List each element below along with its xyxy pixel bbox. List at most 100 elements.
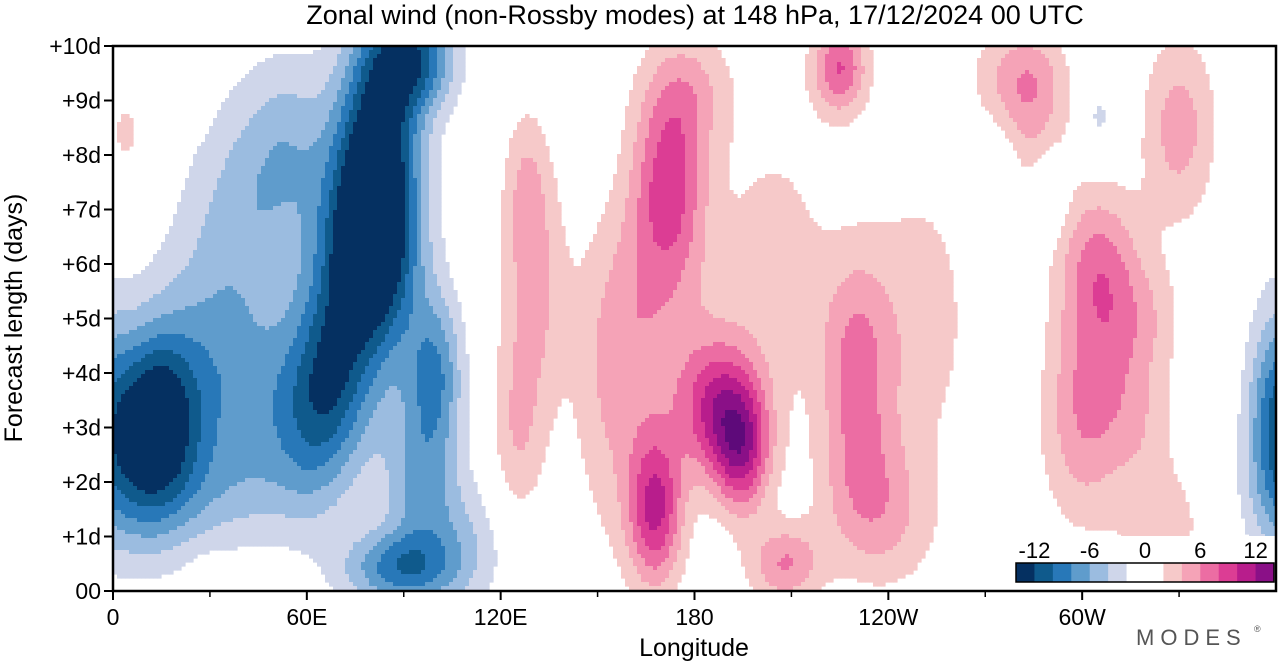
heatmap-cell	[713, 154, 718, 159]
heatmap-cell	[189, 190, 194, 195]
heatmap-cell	[693, 166, 698, 171]
heatmap-cell	[1181, 118, 1186, 123]
heatmap-cell	[337, 190, 342, 195]
heatmap-cell	[197, 154, 202, 159]
heatmap-cell	[693, 138, 698, 143]
heatmap-cell	[709, 118, 714, 123]
heatmap-cell	[1189, 194, 1194, 199]
heatmap-cell	[253, 106, 258, 111]
heatmap-cell	[1005, 118, 1010, 123]
heatmap-cell	[121, 114, 126, 119]
heatmap-cell	[717, 142, 722, 147]
heatmap-cell	[341, 186, 346, 191]
heatmap-cell	[341, 142, 346, 147]
heatmap-cell	[1165, 142, 1170, 147]
heatmap-cell	[653, 54, 658, 59]
heatmap-cell	[441, 126, 446, 131]
heatmap-cell	[361, 118, 366, 123]
heatmap-cell	[1161, 162, 1166, 167]
heatmap-cell	[253, 178, 258, 183]
heatmap-cell	[345, 194, 350, 199]
heatmap-cell	[837, 70, 842, 75]
heatmap-cell	[701, 142, 706, 147]
heatmap-cell	[1169, 194, 1174, 199]
heatmap-cell	[725, 114, 730, 119]
heatmap-cell	[1201, 154, 1206, 159]
heatmap-cell	[729, 86, 734, 91]
heatmap-cell	[309, 198, 314, 203]
heatmap-cell	[665, 162, 670, 167]
heatmap-cell	[661, 50, 666, 55]
heatmap-cell	[1057, 134, 1062, 139]
heatmap-cell	[697, 106, 702, 111]
heatmap-cell	[305, 154, 310, 159]
heatmap-cell	[1025, 126, 1030, 131]
heatmap-cell	[417, 178, 422, 183]
heatmap-cell	[1197, 90, 1202, 95]
heatmap-cell	[669, 174, 674, 179]
heatmap-cell	[301, 110, 306, 115]
heatmap-cell	[1177, 130, 1182, 135]
heatmap-cell	[1053, 82, 1058, 87]
heatmap-cell	[673, 146, 678, 151]
heatmap-cell	[641, 154, 646, 159]
heatmap-cell	[425, 114, 430, 119]
heatmap-cell	[361, 178, 366, 183]
heatmap-cell	[345, 186, 350, 191]
heatmap-cell	[253, 82, 258, 87]
heatmap-cell	[241, 134, 246, 139]
heatmap-cell	[297, 170, 302, 175]
heatmap-cell	[369, 78, 374, 83]
heatmap-cell	[229, 134, 234, 139]
heatmap-cell	[1049, 90, 1054, 95]
heatmap-cell	[1149, 74, 1154, 79]
heatmap-cell	[777, 190, 782, 195]
heatmap-cell	[785, 186, 790, 191]
heatmap-cell	[1173, 90, 1178, 95]
heatmap-cell	[1201, 186, 1206, 191]
heatmap-cell	[265, 118, 270, 123]
heatmap-cell	[325, 114, 330, 119]
heatmap-cell	[249, 142, 254, 147]
heatmap-cell	[353, 90, 358, 95]
heatmap-cell	[677, 162, 682, 167]
heatmap-cell	[417, 78, 422, 83]
heatmap-cell	[217, 146, 222, 151]
heatmap-cell	[305, 134, 310, 139]
heatmap-cell	[325, 102, 330, 107]
heatmap-cell	[637, 82, 642, 87]
heatmap-cell	[261, 118, 266, 123]
heatmap-cell	[1157, 130, 1162, 135]
heatmap-cell	[1037, 110, 1042, 115]
heatmap-cell	[409, 182, 414, 187]
heatmap-cell	[417, 194, 422, 199]
heatmap-cell	[1013, 66, 1018, 71]
heatmap-cell	[977, 74, 982, 79]
heatmap-cell	[1021, 162, 1026, 167]
heatmap-cell	[677, 174, 682, 179]
heatmap-cell	[853, 62, 858, 67]
heatmap-cell	[269, 98, 274, 103]
heatmap-cell	[617, 186, 622, 191]
heatmap-cell	[637, 174, 642, 179]
heatmap-cell	[273, 70, 278, 75]
heatmap-cell	[1145, 174, 1150, 179]
heatmap-cell	[837, 66, 842, 71]
heatmap-cell	[637, 110, 642, 115]
heatmap-cell	[1169, 106, 1174, 111]
heatmap-cell	[1197, 86, 1202, 91]
heatmap-cell	[725, 74, 730, 79]
heatmap-cell	[721, 194, 726, 199]
heatmap-cell	[417, 54, 422, 59]
heatmap-cell	[1025, 158, 1030, 163]
heatmap-cell	[317, 186, 322, 191]
heatmap-cell	[813, 74, 818, 79]
heatmap-cell	[373, 166, 378, 171]
heatmap-cell	[845, 114, 850, 119]
heatmap-cell	[333, 190, 338, 195]
heatmap-cell	[1189, 130, 1194, 135]
heatmap-cell	[677, 86, 682, 91]
heatmap-cell	[1177, 74, 1182, 79]
heatmap-cell	[317, 170, 322, 175]
heatmap-cell	[221, 194, 226, 199]
